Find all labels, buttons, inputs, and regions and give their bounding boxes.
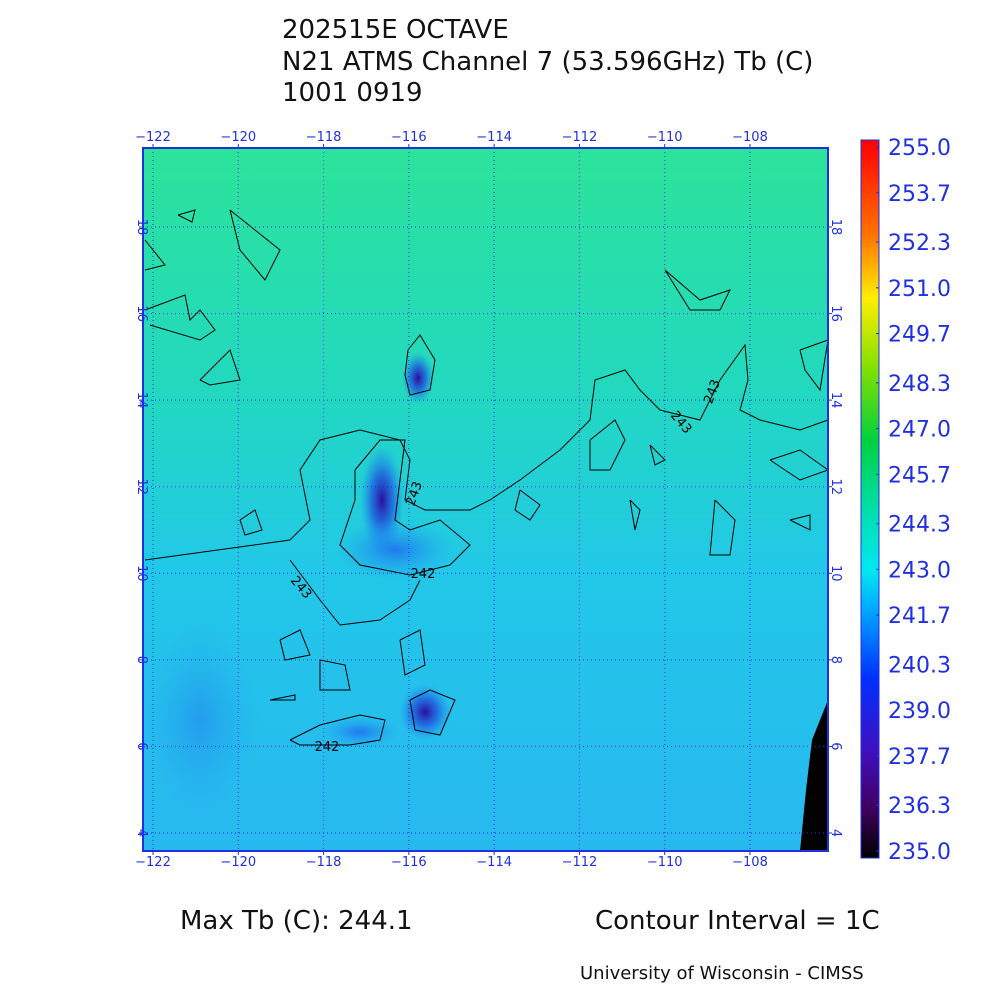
- lon-tick-label: −118: [306, 130, 342, 145]
- subtitle: N21 ATMS Channel 7 (53.596GHz) Tb (C): [282, 47, 813, 77]
- colorbar-label: 253.7: [888, 182, 951, 207]
- contour-label: 242: [411, 567, 436, 582]
- colorbar-label: 251.0: [888, 277, 951, 302]
- lon-tick-label: −108: [732, 130, 768, 145]
- colorbar-label: 247.0: [888, 418, 951, 443]
- lon-tick-label: −120: [220, 855, 256, 870]
- colorbar-label: 244.3: [888, 513, 951, 538]
- lat-tick-label: 12: [828, 478, 843, 495]
- title: 202515E OCTAVE: [282, 15, 509, 45]
- lon-tick-label: −112: [562, 130, 598, 145]
- colorbar-label: 245.7: [888, 463, 951, 488]
- lat-tick-label: 4: [828, 829, 843, 837]
- contour-label: 242: [315, 740, 340, 755]
- lon-tick-label: −110: [647, 130, 683, 145]
- lon-tick-label: −114: [476, 130, 512, 145]
- colorbar-label: 241.7: [888, 604, 951, 629]
- lat-tick-label: 6: [828, 742, 843, 750]
- lat-tick-label: 16: [828, 305, 843, 322]
- lon-tick-label: −108: [732, 855, 768, 870]
- colorbar-label: 252.3: [888, 231, 951, 256]
- lat-tick-label: 18: [828, 219, 843, 236]
- lon-tick-label: −116: [391, 855, 427, 870]
- date: 1001 0919: [282, 78, 423, 108]
- colorbar-label: 237.7: [888, 745, 951, 770]
- map-frame: [142, 147, 829, 852]
- lat-tick-label: 14: [134, 392, 149, 409]
- lat-tick-label: 14: [828, 392, 843, 409]
- contour-interval: Contour Interval = 1C: [595, 906, 880, 936]
- lat-tick-label: 8: [134, 656, 149, 664]
- colorbar-label: 240.3: [888, 653, 951, 678]
- credit: University of Wisconsin - CIMSS: [580, 963, 864, 984]
- colorbar-label: 255.0: [888, 136, 951, 161]
- lat-tick-label: 18: [134, 219, 149, 236]
- lon-tick-label: −120: [220, 130, 256, 145]
- lon-tick-label: −110: [647, 855, 683, 870]
- lon-tick-label: −122: [135, 130, 171, 145]
- max-tb: Max Tb (C): 244.1: [180, 906, 413, 936]
- colorbar-label: 248.3: [888, 372, 951, 397]
- colorbar-label: 239.0: [888, 699, 951, 724]
- lon-tick-label: −118: [306, 855, 342, 870]
- lat-tick-label: 8: [828, 656, 843, 664]
- colorbar: [860, 139, 880, 859]
- lon-tick-label: −114: [476, 855, 512, 870]
- colorbar-label: 236.3: [888, 794, 951, 819]
- lat-tick-label: 16: [134, 305, 149, 322]
- lon-tick-label: −122: [135, 855, 171, 870]
- lat-tick-label: 10: [134, 565, 149, 582]
- lon-tick-label: −112: [562, 855, 598, 870]
- lon-tick-label: −116: [391, 130, 427, 145]
- colorbar-label: 235.0: [888, 840, 951, 865]
- colorbar-label: 249.7: [888, 323, 951, 348]
- lat-tick-label: 10: [828, 565, 843, 582]
- lat-tick-label: 6: [134, 742, 149, 750]
- lat-tick-label: 4: [134, 829, 149, 837]
- lat-tick-label: 12: [134, 478, 149, 495]
- colorbar-label: 243.0: [888, 558, 951, 583]
